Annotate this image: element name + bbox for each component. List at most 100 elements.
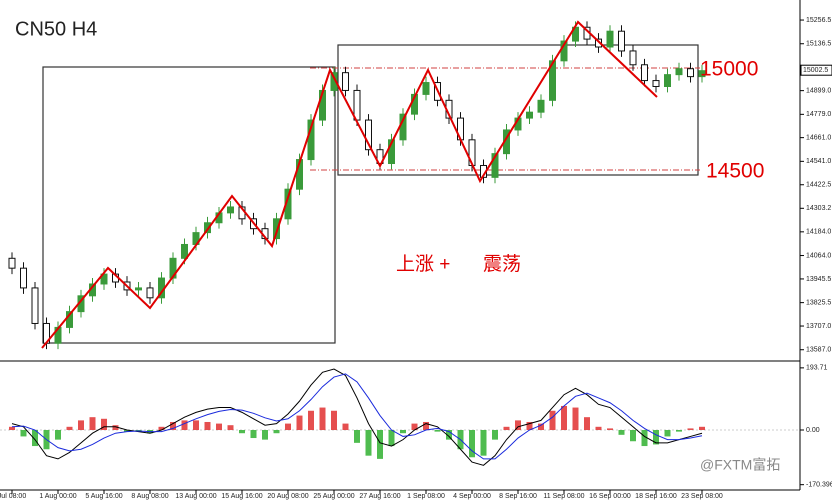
candle-body [388,139,395,165]
y-tick-label: 14779.0 [806,111,831,118]
candle-body [652,80,660,87]
y-tick-label: 13825.5 [806,299,831,306]
histogram-bar [388,430,395,447]
x-tick-label: 20 Aug 08:00 [267,493,308,500]
histogram-bar [377,430,383,459]
candle-body [664,74,671,87]
histogram-bar [687,428,694,431]
histogram-bar [250,430,257,439]
y-tick-label: 14064.0 [806,252,831,259]
candle-body [353,89,361,121]
y-tick-label: 14541.0 [806,158,831,165]
histogram-bar [124,430,130,432]
x-tick-label: 13 Aug 00:00 [175,493,216,500]
histogram-bar [434,430,441,432]
candle-body [549,60,556,101]
candle-body [227,206,234,214]
histogram-bar [204,421,211,431]
candle-body [376,149,384,165]
candle-body [629,50,637,66]
histogram-bar [365,430,372,456]
histogram-bar [331,410,337,431]
candle-body [8,257,16,269]
histogram-bar [101,418,107,431]
histogram-bar [273,430,280,434]
histogram-bar [664,430,671,437]
candle-body [526,111,533,119]
histogram-bar [342,423,349,431]
histogram-bar [561,405,567,431]
candle-body [618,30,625,52]
candle-body [135,287,142,291]
candle-body [342,72,349,91]
histogram-bar [676,430,682,432]
histogram-bar [653,430,659,445]
histogram-bar [32,430,38,447]
x-tick-label: 5 Aug 16:00 [85,493,122,500]
annotation: 震荡 [483,253,521,275]
x-tick-label: Jul 08:00 [0,493,26,500]
histogram-bar [526,421,533,431]
x-tick-label: 8 Aug 08:00 [131,493,168,500]
last-price-label: 15002.5 [803,67,828,74]
histogram-bar [285,423,291,431]
candle-body [146,287,154,299]
histogram-bar [411,423,418,431]
histogram-bar [595,426,602,431]
histogram-bar [20,430,27,437]
candle-body [687,68,694,78]
y-tick-label: 13587.0 [806,347,831,354]
candle-body [273,218,280,240]
histogram-bar [66,426,73,431]
x-tick-label: 25 Aug 00:00 [313,493,354,500]
candle-body [491,153,499,178]
candle-body [20,267,27,289]
candle-body [422,82,430,95]
indicator-line [11,368,703,466]
histogram-bar [158,426,165,431]
candle-body [181,243,188,259]
x-tick-label: 8 Sep 16:00 [499,493,537,500]
x-tick-label: 23 Sep 08:00 [681,493,723,500]
histogram-bar [549,410,556,431]
histogram-bar [181,420,188,431]
candle-body [641,64,648,82]
candle-body [537,99,545,113]
histogram-bar [78,420,84,431]
x-tick-label: 18 Sep 16:00 [635,493,677,500]
y2-tick-label: 193.71 [806,365,828,372]
x-tick-label: 1 Aug 00:00 [39,493,76,500]
histogram-bar [170,421,176,431]
histogram-bar [55,430,61,440]
indicator-line [11,373,703,460]
y-tick-label: 14303.2 [806,205,831,212]
histogram-bar [354,430,360,443]
candle-body [698,70,706,78]
y-tick-label: 13945.5 [806,276,831,283]
x-tick-label: 16 Sep 00:00 [589,493,631,500]
annotation: 14500 [706,160,764,183]
histogram-bar [630,430,636,442]
range-box [337,44,699,176]
annotation: 上涨 + [396,253,450,275]
histogram-bar [503,426,510,431]
histogram-bar [584,417,590,431]
zigzag [41,20,658,349]
histogram-bar [641,430,648,447]
y-tick-label: 15136.5 [806,41,831,48]
x-tick-label: 11 Sep 08:00 [543,493,584,500]
candle-body [606,30,614,48]
y-tick-label: 14661.0 [806,134,831,141]
histogram-bar [423,421,429,431]
histogram-bar [469,430,475,458]
y-tick-label: 13707.0 [806,323,831,330]
histogram-bar [308,410,314,431]
histogram-bar [480,430,487,456]
y-tick-label: 14422.5 [806,182,831,189]
histogram-bar [216,423,222,431]
histogram-bar [607,428,613,431]
candle-body [675,68,683,76]
x-tick-label: 1 Sep 08:00 [407,493,445,500]
x-tick-label: 4 Sep 00:00 [453,493,491,500]
